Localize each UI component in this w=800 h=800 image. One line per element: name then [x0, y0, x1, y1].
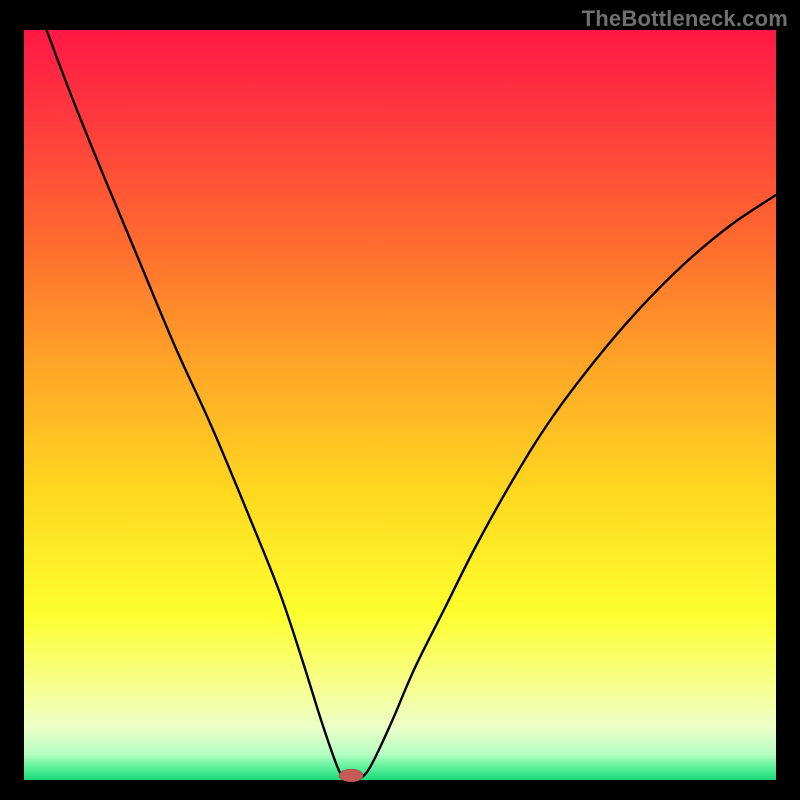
chart-container: TheBottleneck.com [0, 0, 800, 800]
watermark-text: TheBottleneck.com [582, 6, 788, 32]
optimal-point-marker [339, 769, 363, 782]
bottleneck-chart [0, 0, 800, 800]
